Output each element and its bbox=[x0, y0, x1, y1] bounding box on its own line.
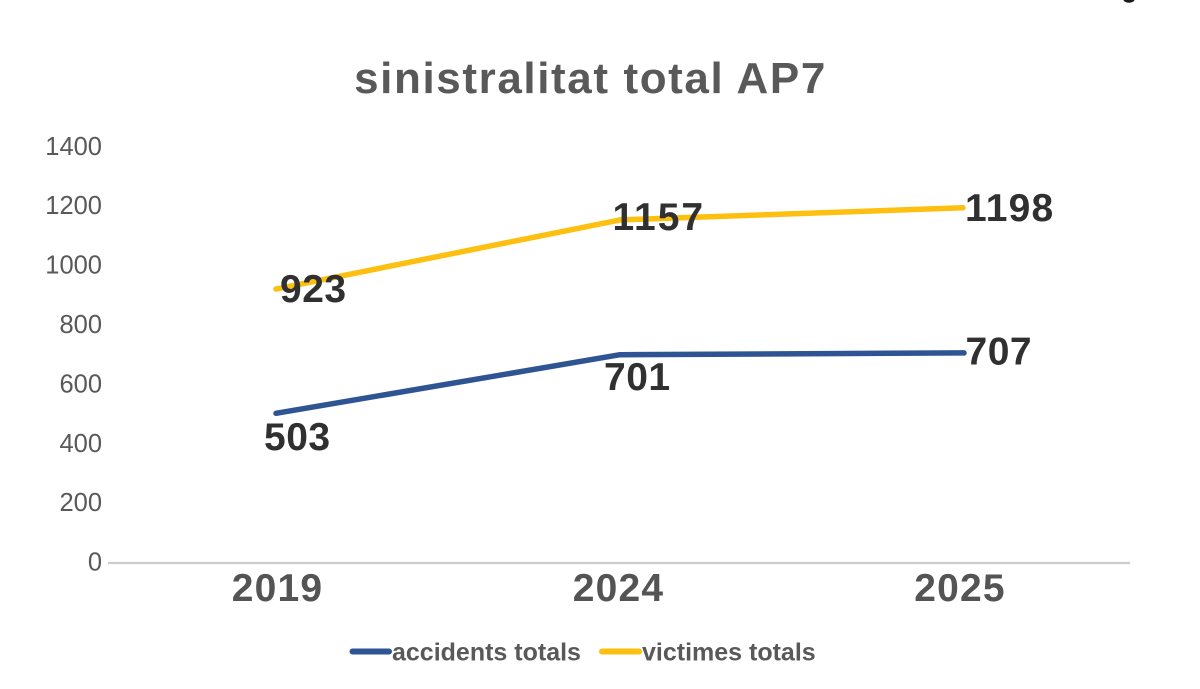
svg-text:1198: 1198 bbox=[965, 187, 1054, 230]
svg-text:200: 200 bbox=[59, 489, 102, 517]
svg-text:701: 701 bbox=[604, 356, 671, 399]
svg-text:503: 503 bbox=[264, 416, 331, 459]
svg-text:2025: 2025 bbox=[914, 567, 1006, 610]
svg-text:1200: 1200 bbox=[45, 192, 102, 220]
svg-text:923: 923 bbox=[280, 268, 347, 311]
svg-text:1000: 1000 bbox=[45, 252, 102, 280]
svg-text:2019: 2019 bbox=[232, 567, 324, 610]
svg-text:1157: 1157 bbox=[613, 196, 706, 239]
svg-text:800: 800 bbox=[59, 311, 102, 339]
svg-text:victimes totals: victimes totals bbox=[642, 639, 816, 667]
svg-text:2024: 2024 bbox=[573, 567, 665, 610]
svg-text:accidents totals: accidents totals bbox=[392, 639, 581, 667]
svg-text:400: 400 bbox=[59, 430, 102, 458]
svg-text:sinistralitat total AP7: sinistralitat total AP7 bbox=[354, 54, 827, 103]
svg-text:600: 600 bbox=[59, 370, 102, 398]
svg-text:707: 707 bbox=[966, 331, 1033, 374]
svg-text:0: 0 bbox=[88, 549, 102, 577]
svg-text:1400: 1400 bbox=[45, 133, 102, 161]
